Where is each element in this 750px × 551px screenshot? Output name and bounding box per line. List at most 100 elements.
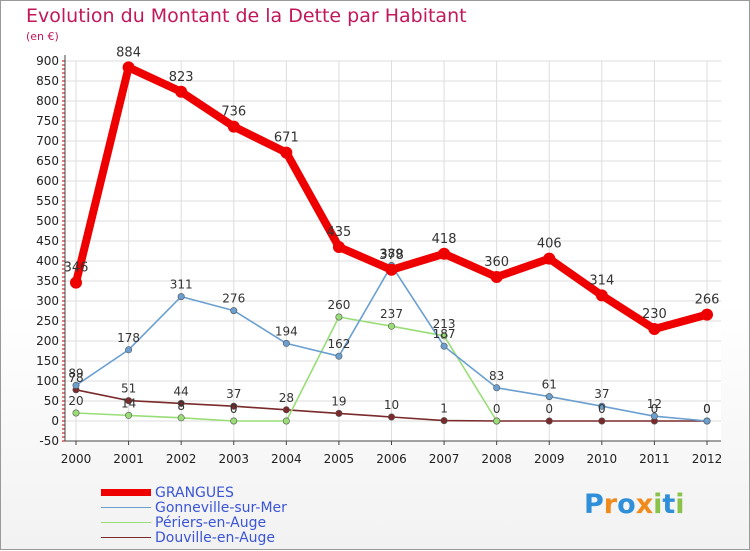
y-tick-label: 850 [36, 74, 59, 88]
data-label-periers-en-auge: 8 [177, 399, 185, 413]
y-tick-label: 750 [36, 114, 59, 128]
data-label-grangues: 418 [432, 232, 457, 247]
data-label-douville-en-auge: 19 [331, 394, 346, 408]
data-label-grangues: 378 [379, 248, 404, 263]
data-label-gonneville-sur-mer: 162 [327, 337, 350, 351]
data-label-grangues: 406 [537, 237, 562, 252]
y-tick-label: 200 [36, 334, 59, 348]
data-point-grangues [595, 289, 608, 302]
data-point-gonneville-sur-mer [493, 384, 501, 392]
data-point-douville-en-auge [282, 406, 290, 414]
x-tick-label: 2012 [692, 452, 723, 466]
logo-letter: i [653, 489, 663, 520]
y-tick-label: 300 [36, 294, 59, 308]
y-tick-label: 800 [36, 94, 59, 108]
data-point-periers-en-auge [72, 409, 80, 417]
x-tick-label: 2006 [376, 452, 407, 466]
data-label-gonneville-sur-mer: 89 [68, 366, 83, 380]
x-tick-label: 2009 [534, 452, 565, 466]
data-point-grangues [490, 271, 503, 283]
data-point-gonneville-sur-mer [440, 342, 448, 350]
y-tick-label: 600 [36, 174, 59, 188]
data-label-periers-en-auge: 237 [380, 307, 403, 321]
data-point-periers-en-auge [282, 417, 290, 425]
y-tick-label: 250 [36, 314, 59, 328]
data-label-douville-en-auge: 0 [703, 402, 711, 416]
y-tick-label: 400 [36, 254, 59, 268]
data-label-gonneville-sur-mer: 83 [489, 369, 504, 383]
proxiti-logo: Proxiti [584, 489, 685, 520]
logo-letter: P [584, 489, 604, 520]
data-point-gonneville-sur-mer [230, 307, 238, 315]
data-label-periers-en-auge: 260 [327, 298, 350, 312]
data-label-grangues: 266 [695, 293, 720, 308]
data-label-grangues: 671 [274, 131, 299, 146]
data-point-gonneville-sur-mer [282, 339, 290, 347]
logo-letter: x [635, 489, 654, 520]
legend-swatch [101, 521, 151, 524]
data-point-douville-en-auge [230, 402, 238, 410]
x-tick-label: 2004 [271, 452, 302, 466]
data-point-gonneville-sur-mer [703, 417, 711, 425]
plot-area [65, 61, 721, 441]
data-label-gonneville-sur-mer: 178 [117, 331, 140, 345]
data-point-grangues [648, 323, 661, 335]
data-point-douville-en-auge [125, 397, 133, 405]
data-label-grangues: 736 [221, 105, 246, 120]
y-tick-label: 50 [44, 394, 59, 408]
data-point-periers-en-auge [440, 332, 448, 340]
y-tick-label: 700 [36, 134, 59, 148]
y-tick-label: 350 [36, 274, 59, 288]
data-point-grangues [175, 85, 188, 98]
data-label-gonneville-sur-mer: 37 [594, 387, 609, 401]
data-label-gonneville-sur-mer: 276 [222, 292, 245, 306]
x-tick-label: 2005 [324, 452, 355, 466]
data-point-gonneville-sur-mer [125, 346, 133, 354]
data-label-douville-en-auge: 0 [651, 402, 659, 416]
data-label-grangues: 435 [327, 225, 352, 240]
legend-swatch [101, 489, 151, 496]
data-label-grangues: 314 [589, 273, 614, 288]
legend-item-douville-en-auge: Douville-en-Auge [101, 530, 361, 546]
data-point-periers-en-auge [177, 414, 185, 422]
data-label-douville-en-auge: 37 [226, 387, 241, 401]
data-label-douville-en-auge: 0 [545, 402, 553, 416]
y-tick-label: 500 [36, 214, 59, 228]
y-tick-label: 450 [36, 234, 59, 248]
data-label-douville-en-auge: 51 [121, 382, 136, 396]
data-label-douville-en-auge: 0 [493, 402, 501, 416]
legend-item-grangues: GRANGUES [101, 485, 361, 501]
chart-subtitle: (en €) [26, 30, 59, 43]
x-tick-label: 2011 [639, 452, 670, 466]
x-tick-label: 2008 [481, 452, 512, 466]
data-point-grangues [385, 263, 398, 276]
y-tick-label: 150 [36, 354, 59, 368]
logo-letter: o [617, 489, 636, 520]
y-tick-label: 650 [36, 154, 59, 168]
y-tick-label: 0 [51, 414, 59, 428]
data-label-douville-en-auge: 0 [598, 402, 606, 416]
data-label-douville-en-auge: 28 [279, 391, 294, 405]
data-point-periers-en-auge [230, 417, 238, 425]
data-label-douville-en-auge: 78 [68, 371, 83, 385]
data-label-grangues: 884 [116, 45, 141, 60]
data-label-gonneville-sur-mer: 12 [647, 397, 662, 411]
data-point-periers-en-auge [493, 417, 501, 425]
data-label-douville-en-auge: 1 [440, 402, 448, 416]
data-label-grangues: 346 [64, 261, 89, 276]
data-point-douville-en-auge [387, 413, 395, 421]
x-tick-label: 2010 [587, 452, 618, 466]
data-label-periers-en-auge: 20 [68, 394, 83, 408]
data-label-grangues: 230 [642, 307, 667, 322]
legend-swatch [101, 506, 151, 509]
data-point-gonneville-sur-mer [650, 412, 658, 420]
data-label-gonneville-sur-mer: 194 [275, 324, 298, 338]
legend-label: Gonneville-sur-Mer [155, 499, 287, 516]
data-point-periers-en-auge [387, 322, 395, 330]
legend-item-gonneville-sur-mer: Gonneville-sur-Mer [101, 499, 361, 516]
chart-title: Evolution du Montant de la Dette par Hab… [26, 5, 467, 27]
data-point-douville-en-auge [177, 399, 185, 407]
x-tick-label: 2003 [218, 452, 249, 466]
